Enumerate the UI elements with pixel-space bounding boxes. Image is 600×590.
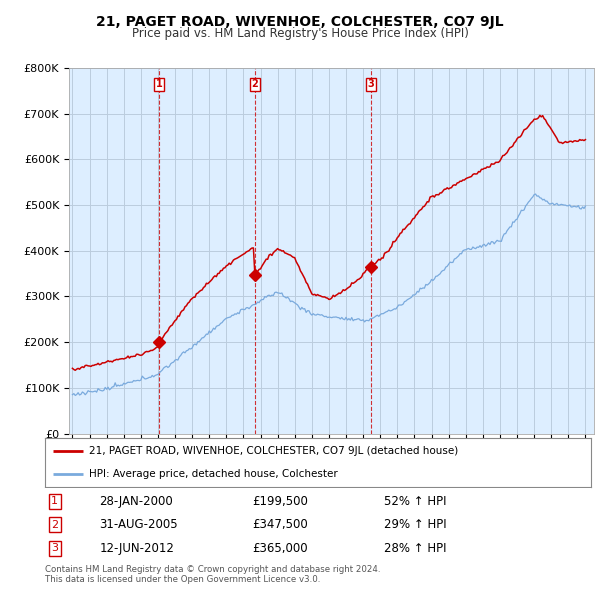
Text: 28% ↑ HPI: 28% ↑ HPI [383, 542, 446, 555]
Text: This data is licensed under the Open Government Licence v3.0.: This data is licensed under the Open Gov… [45, 575, 320, 584]
Text: 12-JUN-2012: 12-JUN-2012 [100, 542, 175, 555]
Text: £347,500: £347,500 [253, 518, 308, 532]
Text: 2: 2 [51, 520, 58, 530]
Text: 21, PAGET ROAD, WIVENHOE, COLCHESTER, CO7 9JL: 21, PAGET ROAD, WIVENHOE, COLCHESTER, CO… [96, 15, 504, 29]
Text: HPI: Average price, detached house, Colchester: HPI: Average price, detached house, Colc… [89, 468, 337, 478]
Text: 31-AUG-2005: 31-AUG-2005 [100, 518, 178, 532]
Text: 52% ↑ HPI: 52% ↑ HPI [383, 494, 446, 508]
Text: Price paid vs. HM Land Registry's House Price Index (HPI): Price paid vs. HM Land Registry's House … [131, 27, 469, 40]
Text: 3: 3 [52, 543, 58, 553]
Text: 29% ↑ HPI: 29% ↑ HPI [383, 518, 446, 532]
Text: 1: 1 [156, 79, 163, 89]
Text: 3: 3 [367, 79, 374, 89]
Text: £199,500: £199,500 [253, 494, 308, 508]
Text: Contains HM Land Registry data © Crown copyright and database right 2024.: Contains HM Land Registry data © Crown c… [45, 565, 380, 574]
Text: 2: 2 [251, 79, 258, 89]
Text: 21, PAGET ROAD, WIVENHOE, COLCHESTER, CO7 9JL (detached house): 21, PAGET ROAD, WIVENHOE, COLCHESTER, CO… [89, 447, 458, 457]
Text: 1: 1 [52, 496, 58, 506]
Text: 28-JAN-2000: 28-JAN-2000 [100, 494, 173, 508]
Text: £365,000: £365,000 [253, 542, 308, 555]
